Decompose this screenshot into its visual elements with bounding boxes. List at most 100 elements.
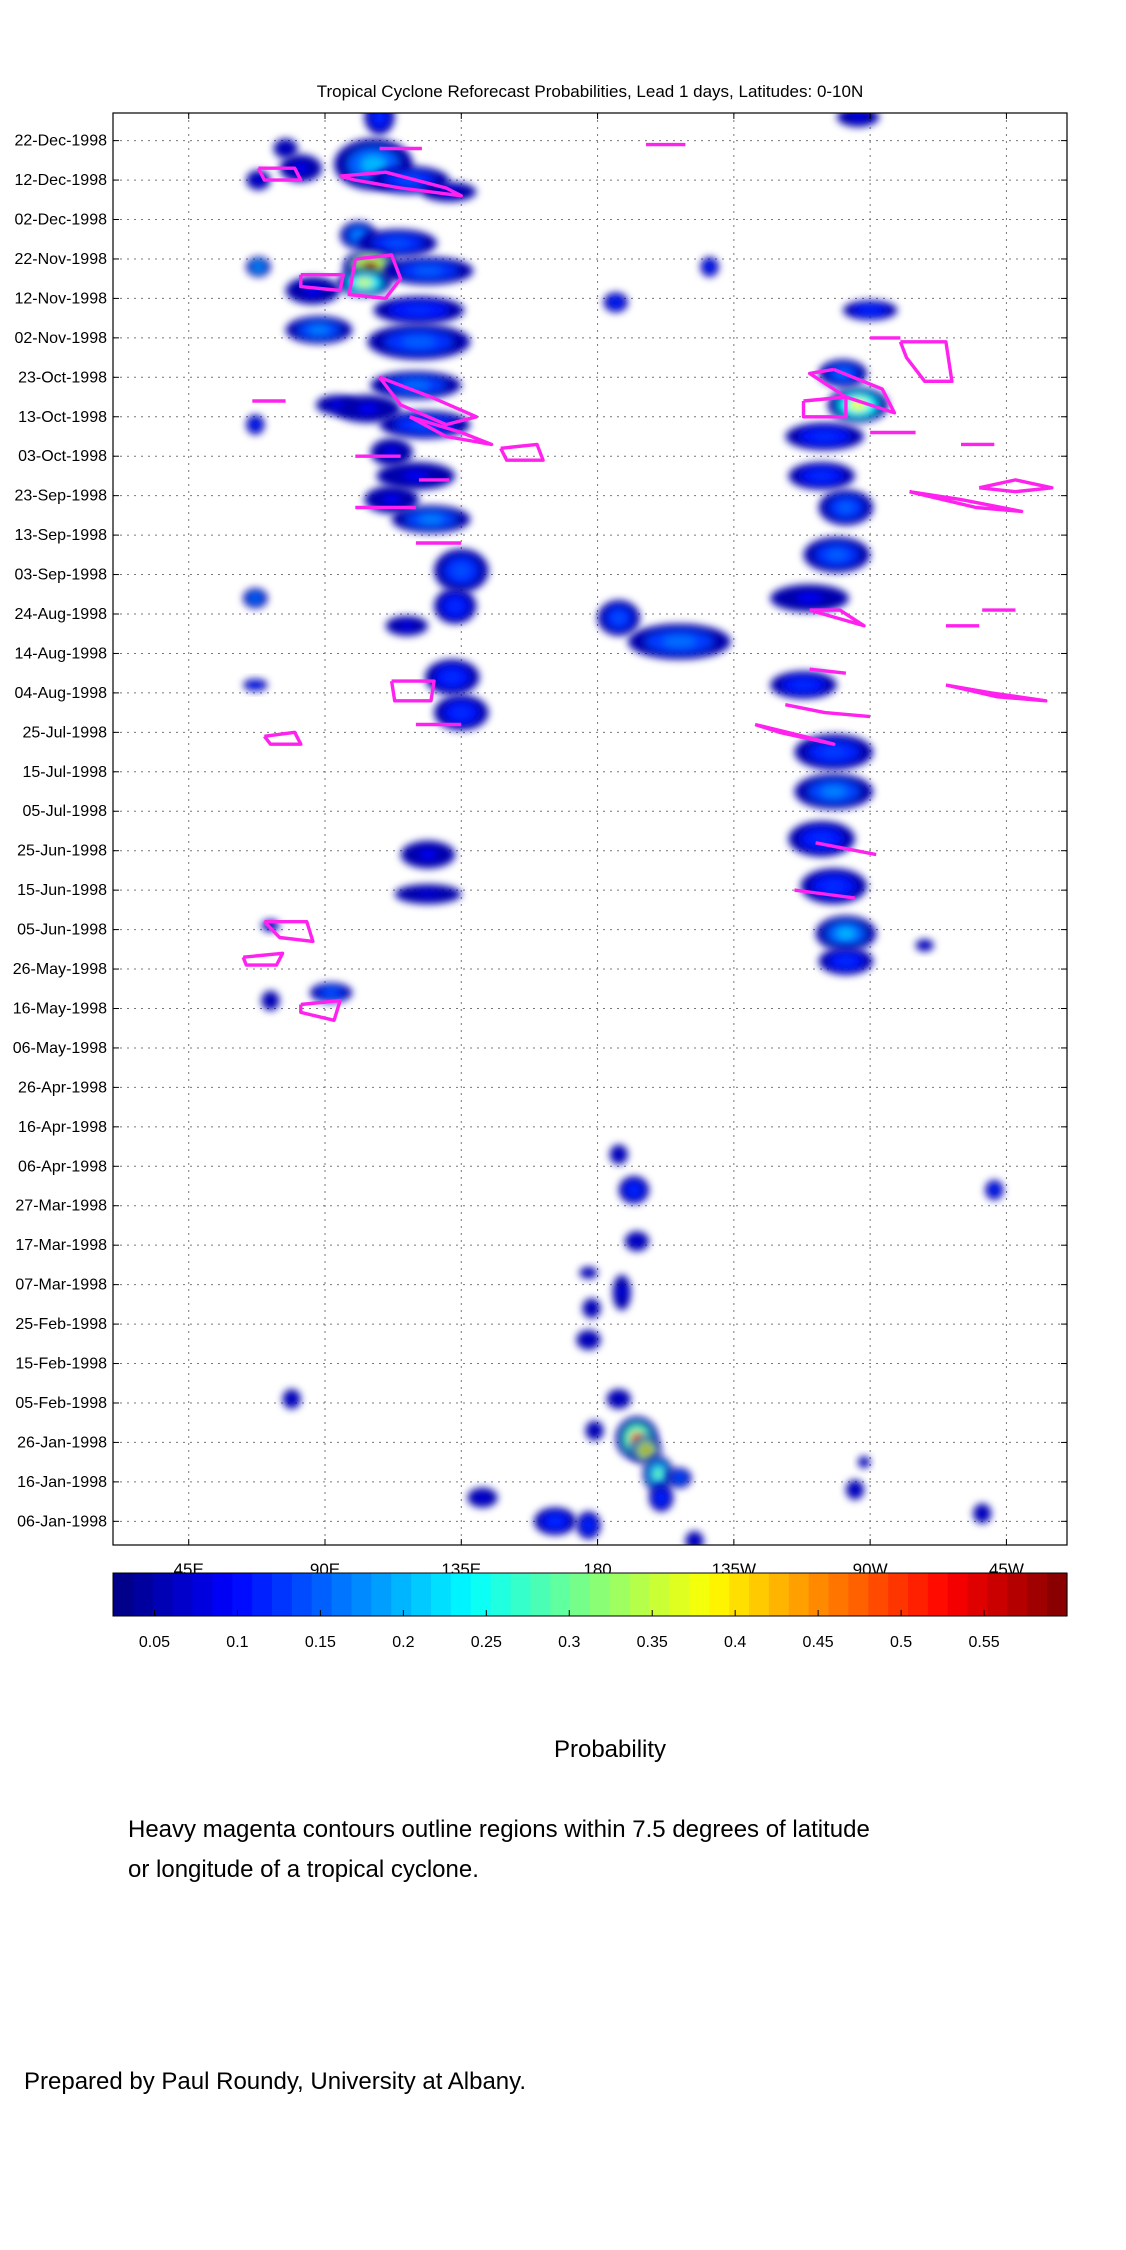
probability-blob bbox=[818, 489, 874, 526]
colorbar-swatch bbox=[351, 1573, 372, 1616]
colorbar-swatch bbox=[828, 1573, 849, 1616]
y-tick-label: 14-Aug-1998 bbox=[14, 645, 107, 662]
blob-core bbox=[383, 495, 401, 504]
blob-core bbox=[324, 989, 338, 996]
colorbar-swatch bbox=[868, 1573, 889, 1616]
cyclone-contour bbox=[784, 703, 871, 719]
blob-core bbox=[452, 707, 470, 719]
probability-blob bbox=[394, 884, 462, 904]
colorbar-swatch bbox=[450, 1573, 472, 1616]
blob-core bbox=[401, 336, 436, 348]
probability-blob bbox=[579, 1266, 598, 1279]
blob-core bbox=[629, 1185, 639, 1195]
blob-core bbox=[837, 957, 855, 966]
colorbar-swatch bbox=[371, 1573, 392, 1616]
probability-blob bbox=[836, 113, 880, 127]
colorbar-swatch bbox=[848, 1573, 869, 1616]
contour-note-line-2: or longitude of a tropical cyclone. bbox=[128, 1856, 479, 1883]
blob-core bbox=[289, 1396, 294, 1402]
y-tick-label: 23-Oct-1998 bbox=[18, 369, 107, 386]
cyclone-contour bbox=[807, 367, 897, 415]
blob-core bbox=[811, 471, 833, 481]
blob-core bbox=[707, 264, 712, 270]
colorbar-swatch bbox=[987, 1573, 1008, 1616]
cyclone-contour bbox=[809, 608, 866, 628]
plot-frame bbox=[112, 112, 1068, 1546]
blob-core bbox=[586, 1270, 591, 1275]
y-tick-label: 22-Dec-1998 bbox=[15, 133, 108, 150]
blob-core bbox=[355, 278, 373, 287]
colorbar-swatch bbox=[411, 1573, 432, 1616]
colorbar-tick-label: 0.4 bbox=[724, 1634, 746, 1651]
blob-core bbox=[252, 683, 259, 688]
colorbar-swatch bbox=[590, 1573, 611, 1616]
blob-core bbox=[796, 594, 823, 603]
blob-core bbox=[253, 421, 258, 428]
cyclone-contour bbox=[794, 888, 856, 900]
blob-core bbox=[255, 264, 262, 270]
probability-blob bbox=[612, 1274, 631, 1311]
colorbar-swatch bbox=[570, 1573, 591, 1616]
probability-blob bbox=[794, 773, 874, 810]
probability-blob bbox=[770, 671, 837, 699]
colorbar-swatch bbox=[1047, 1573, 1068, 1616]
blob-core bbox=[585, 1337, 592, 1343]
y-tick-label: 17-Mar-1998 bbox=[15, 1237, 107, 1254]
y-tick-label: 06-Jan-1998 bbox=[17, 1513, 107, 1530]
y-tick-label: 12-Dec-1998 bbox=[15, 172, 108, 189]
blob-core bbox=[443, 671, 461, 683]
probability-blob bbox=[603, 292, 628, 313]
blob-core bbox=[375, 113, 384, 123]
chart-title: Tropical Cyclone Reforecast Probabilitie… bbox=[317, 82, 864, 101]
blob-outer bbox=[836, 113, 880, 127]
contour-note-line-1: Heavy magenta contours outline regions w… bbox=[128, 1816, 870, 1843]
colorbar: 0.05 0.1 0.15 0.2 0.25 0.3 0.35 0.4 0.45 0.5 0.55 bbox=[112, 1572, 1068, 1651]
cyclone-contour bbox=[978, 478, 1054, 494]
probability-blob bbox=[585, 1420, 604, 1441]
colorbar-swatch bbox=[788, 1573, 810, 1616]
cyclone-contour bbox=[299, 273, 345, 293]
colorbar-swatch bbox=[192, 1573, 213, 1616]
cyclone-contour bbox=[809, 667, 847, 675]
colorbar-swatch bbox=[709, 1573, 730, 1616]
probability-blob bbox=[364, 113, 395, 135]
colorbar-swatch bbox=[729, 1573, 750, 1616]
probability-blob bbox=[785, 422, 865, 451]
probability-blob bbox=[243, 679, 268, 691]
probability-blob bbox=[582, 1298, 601, 1319]
probability-blob bbox=[609, 1144, 628, 1165]
blob-core bbox=[862, 1460, 867, 1465]
colorbar-swatch bbox=[808, 1573, 830, 1616]
probability-blob bbox=[246, 414, 265, 435]
probability-blob bbox=[597, 600, 640, 636]
blob-core bbox=[616, 1151, 621, 1158]
colorbar-label: Probability bbox=[553, 1736, 667, 1763]
colorbar-tick-label: 0.35 bbox=[637, 1634, 668, 1651]
colorbar-swatch bbox=[272, 1573, 293, 1616]
probability-blob bbox=[770, 584, 849, 613]
blob-core bbox=[992, 1187, 997, 1193]
probability-blob bbox=[243, 588, 268, 609]
credit-text: Prepared by Paul Roundy, University at A… bbox=[24, 2068, 527, 2095]
colorbar-tick-label: 0.3 bbox=[558, 1634, 580, 1651]
cyclone-contour bbox=[378, 375, 479, 427]
blob-core bbox=[861, 307, 879, 314]
probability-blob bbox=[842, 300, 898, 321]
colorbar-tick-label: 0.05 bbox=[139, 1634, 170, 1651]
y-tick-label: 23-Sep-1998 bbox=[14, 488, 107, 505]
probability-blob bbox=[273, 138, 298, 159]
probability-blob bbox=[370, 371, 462, 400]
colorbar-swatch bbox=[490, 1573, 512, 1616]
blob-core bbox=[255, 177, 262, 183]
probability-blob bbox=[434, 548, 489, 593]
blob-core bbox=[404, 306, 434, 315]
probability-blob bbox=[391, 505, 471, 534]
colorbar-swatch bbox=[749, 1573, 770, 1616]
probability-blob bbox=[467, 1487, 498, 1508]
cyclone-contour bbox=[754, 722, 836, 746]
probability-blob bbox=[618, 1176, 650, 1204]
y-tick-label: 26-May-1998 bbox=[13, 961, 107, 978]
probability-blob bbox=[534, 1507, 577, 1536]
probability-blob bbox=[915, 939, 934, 952]
